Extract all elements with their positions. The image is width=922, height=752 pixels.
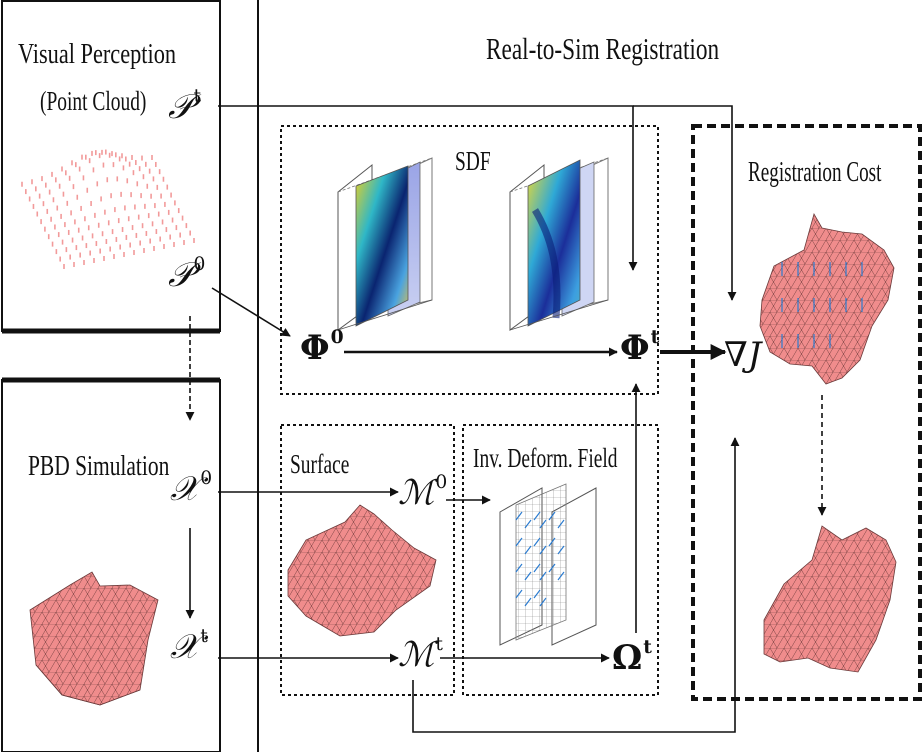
symbol-p-0: 𝒫0: [168, 254, 206, 295]
sdf-volume-deformed: [509, 157, 609, 331]
deformation-arrow: [524, 545, 532, 555]
surface-mesh: [287, 504, 437, 637]
deformation-arrow: [539, 571, 547, 581]
arrow-mt-to-gradj: [412, 437, 740, 733]
sdf-volume-initial: [337, 157, 433, 331]
registration-cost-title: Registration Cost: [748, 156, 882, 188]
symbol-p-t-base: 𝒫: [168, 86, 193, 127]
deformation-arrow: [515, 563, 523, 573]
symbol-phi-t-sup: t: [650, 326, 660, 348]
deformation-arrow: [539, 597, 547, 607]
symbol-m-0-base: ℳ: [398, 472, 435, 513]
symbol-m-0-sup: 0: [435, 472, 448, 493]
deformation-arrow: [524, 519, 532, 529]
deformation-arrow: [557, 545, 565, 555]
pbd-mesh: [29, 571, 159, 706]
deformation-arrow: [539, 519, 547, 529]
symbol-phi-0-base: Φ: [300, 327, 330, 368]
arrow-pt-to-gradj: [633, 105, 737, 301]
pbd-simulation-title: PBD Simulation: [28, 450, 170, 482]
deformation-arrow: [515, 511, 523, 521]
symbol-omega-t-sup: t: [643, 636, 652, 658]
symbol-m-0: ℳ0: [398, 472, 448, 513]
symbol-m-t: ℳt: [398, 634, 443, 675]
real-to-sim-title: Real-to-Sim Registration: [486, 31, 720, 66]
symbol-chi-t: 𝒳t: [170, 626, 208, 667]
inv-deform-title: Inv. Deform. Field: [473, 443, 618, 473]
symbol-chi-0-base: 𝒳: [170, 468, 200, 509]
sdf-panel: [280, 125, 659, 395]
symbol-p-0-sup: 0: [193, 254, 206, 275]
deformation-arrow: [515, 589, 523, 599]
deformation-arrow: [533, 563, 541, 573]
deformation-arrow: [524, 597, 532, 607]
deformation-arrow: [539, 545, 547, 555]
registration-cost-panel: [691, 124, 922, 701]
deformation-arrow: [515, 537, 523, 547]
symbol-phi-t: Φt: [620, 328, 659, 365]
deformation-arrow: [548, 537, 556, 547]
deformation-arrow: [533, 511, 541, 521]
inv-deform-panel: [462, 424, 659, 696]
symbol-chi-t-sup: t: [200, 626, 208, 647]
point-cloud: [21, 149, 195, 269]
visual-perception-subtitle: (Point Cloud): [40, 86, 147, 116]
symbol-grad-j: ∇J: [724, 335, 762, 375]
symbol-chi-0-sup: 0: [200, 468, 213, 489]
registration-mesh-target: [763, 525, 897, 673]
symbol-m-t-base: ℳ: [398, 634, 435, 675]
symbol-phi-t-base: Φ: [620, 327, 650, 368]
symbol-phi-0-sup: 0: [330, 326, 344, 348]
deformation-field-volume: [499, 483, 597, 646]
symbol-p-0-base: 𝒫: [168, 254, 193, 295]
deformation-arrow: [548, 563, 556, 573]
deformation-arrow: [548, 511, 556, 521]
deformation-arrow: [524, 571, 532, 581]
surface-title: Surface: [290, 449, 350, 479]
symbol-p-t-sup: t: [193, 86, 202, 107]
symbol-omega-t: Ωt: [612, 638, 652, 675]
symbol-p-t: 𝒫t: [168, 86, 202, 127]
deformation-arrow: [557, 519, 565, 529]
deformation-arrow: [533, 589, 541, 599]
arrow-p0-to-phi0: [211, 287, 291, 337]
visual-perception-title: Visual Perception: [18, 38, 177, 70]
deformation-arrow: [557, 571, 565, 581]
surface-panel: [280, 424, 455, 696]
symbol-chi-0: 𝒳0: [170, 468, 213, 509]
symbol-phi-0: Φ0: [300, 328, 344, 365]
symbol-chi-t-base: 𝒳: [170, 626, 200, 667]
symbol-omega-t-base: Ω: [612, 637, 643, 678]
registration-mesh-source: [759, 212, 895, 385]
sdf-title: SDF: [455, 146, 491, 176]
symbol-m-t-sup: t: [435, 634, 443, 655]
deformation-arrow: [533, 537, 541, 547]
flow-arrows: [185, 105, 827, 733]
